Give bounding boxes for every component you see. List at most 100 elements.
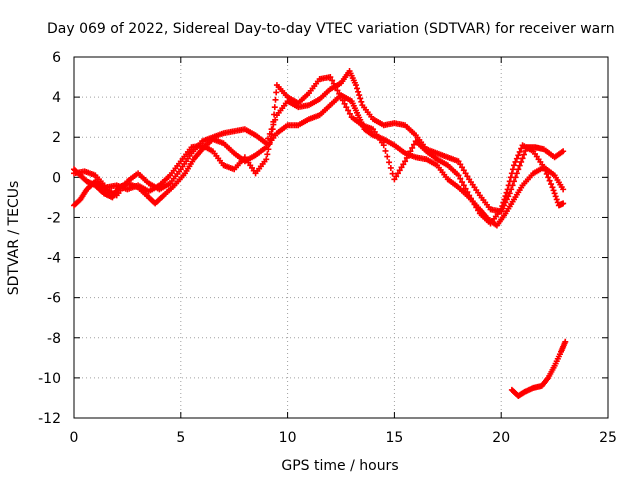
data-point: [402, 158, 409, 165]
data-point: [327, 74, 334, 81]
data-point-interp: [389, 170, 396, 177]
data-point-interp: [357, 95, 364, 102]
data-point-interp: [501, 196, 508, 203]
data-point-interp: [329, 77, 336, 84]
data-point-interp: [336, 90, 343, 97]
data-point-interp: [382, 147, 389, 154]
x-tick-label: 0: [70, 430, 79, 446]
x-axis: 0 5 10 15 20 25: [70, 57, 617, 446]
data-point-interp: [354, 85, 361, 92]
y-tick-label: -6: [47, 291, 61, 307]
data-point-interp: [346, 110, 353, 117]
data-point-interp: [387, 164, 394, 171]
data-point: [269, 126, 276, 133]
data-point-interp: [508, 170, 515, 177]
x-tick-label: 25: [599, 430, 617, 446]
data-point-interp: [339, 97, 346, 104]
x-tick-label: 5: [176, 430, 185, 446]
chart-title: Day 069 of 2022, Sidereal Day-to-day VTE…: [47, 21, 615, 37]
data-point-interp: [398, 164, 405, 171]
x-axis-label: GPS time / hours: [281, 458, 398, 474]
data-point-interp: [506, 178, 513, 185]
data-point-interp: [471, 201, 478, 208]
data-point-interp: [272, 96, 279, 103]
y-tick-label: 0: [52, 170, 61, 186]
data-point-interp: [355, 88, 362, 95]
data-point-interp: [502, 193, 509, 200]
data-point-interp: [396, 167, 403, 174]
data-point-interp: [543, 170, 550, 177]
data-point: [455, 158, 462, 165]
y-tick-label: 4: [52, 90, 61, 106]
data-point-interp: [503, 189, 510, 196]
y-tick-label: -4: [47, 251, 61, 267]
data-point-interp: [271, 104, 278, 111]
data-point: [263, 156, 270, 163]
series-sdtvar-track-c: [71, 74, 567, 227]
y-axis: 6 4 2 0 -2 -4 -6 -8 -10 -12: [38, 50, 608, 427]
data-point-interp: [552, 193, 559, 200]
y-tick-label: -2: [47, 210, 61, 226]
plot-frame: [73, 56, 609, 419]
data-point-interp: [345, 107, 352, 114]
data-point-interp: [518, 158, 525, 165]
series-sdtvar-lower-branch: [508, 338, 569, 399]
data-point-interp: [475, 207, 482, 214]
data-point-interp: [546, 177, 553, 184]
data-point-interp: [268, 131, 275, 138]
data-point-interp: [405, 151, 412, 158]
data-point: [560, 186, 567, 193]
data-point: [380, 142, 387, 149]
data-point-interp: [457, 161, 464, 168]
data-point-interp: [515, 152, 522, 159]
data-point-interp: [520, 151, 527, 158]
data-point-interp: [518, 145, 525, 152]
data-point-interp: [386, 159, 393, 166]
data-point-interp: [384, 153, 391, 160]
data-point-interp: [264, 151, 271, 158]
data-point-interp: [265, 146, 272, 153]
data-point-interp: [267, 136, 274, 143]
data-point: [562, 338, 569, 345]
data-point-interp: [270, 118, 277, 125]
data-point-interp: [505, 182, 512, 189]
data-point-interp: [509, 166, 516, 173]
data-point-interp: [516, 148, 523, 155]
data-point-interp: [551, 190, 558, 197]
data-point-interp: [462, 170, 469, 177]
data-point-interp: [516, 162, 523, 169]
y-tick-label: -10: [38, 371, 61, 387]
data-point: [466, 192, 473, 199]
data-point-interp: [341, 100, 348, 107]
data-point-interp: [553, 196, 560, 203]
data-point-interp: [410, 141, 417, 148]
grid: [74, 57, 608, 418]
data-point: [498, 206, 505, 213]
data-point-interp: [273, 89, 280, 96]
data-point-interp: [459, 179, 466, 186]
data-point-interp: [545, 174, 552, 181]
data-point: [504, 186, 511, 193]
data-point: [549, 184, 556, 191]
data-point: [391, 176, 398, 183]
data-series: [71, 68, 569, 399]
data-point: [263, 140, 270, 147]
data-point: [455, 172, 462, 179]
y-axis-label: SDTVAR / TECUs: [6, 181, 22, 296]
data-point: [352, 82, 359, 89]
data-point-interp: [409, 144, 416, 151]
data-point-interp: [356, 92, 363, 99]
data-point-interp: [400, 161, 407, 168]
data-point-interp: [394, 170, 401, 177]
data-point-interp: [519, 155, 526, 162]
data-point: [511, 162, 518, 169]
data-point: [338, 94, 344, 101]
data-point-interp: [393, 173, 400, 180]
x-tick-label: 20: [492, 430, 510, 446]
data-point: [540, 164, 547, 171]
data-point-interp: [548, 181, 555, 188]
y-tick-label: -12: [38, 411, 61, 427]
x-tick-label: 15: [385, 430, 403, 446]
data-point-interp: [343, 104, 350, 111]
